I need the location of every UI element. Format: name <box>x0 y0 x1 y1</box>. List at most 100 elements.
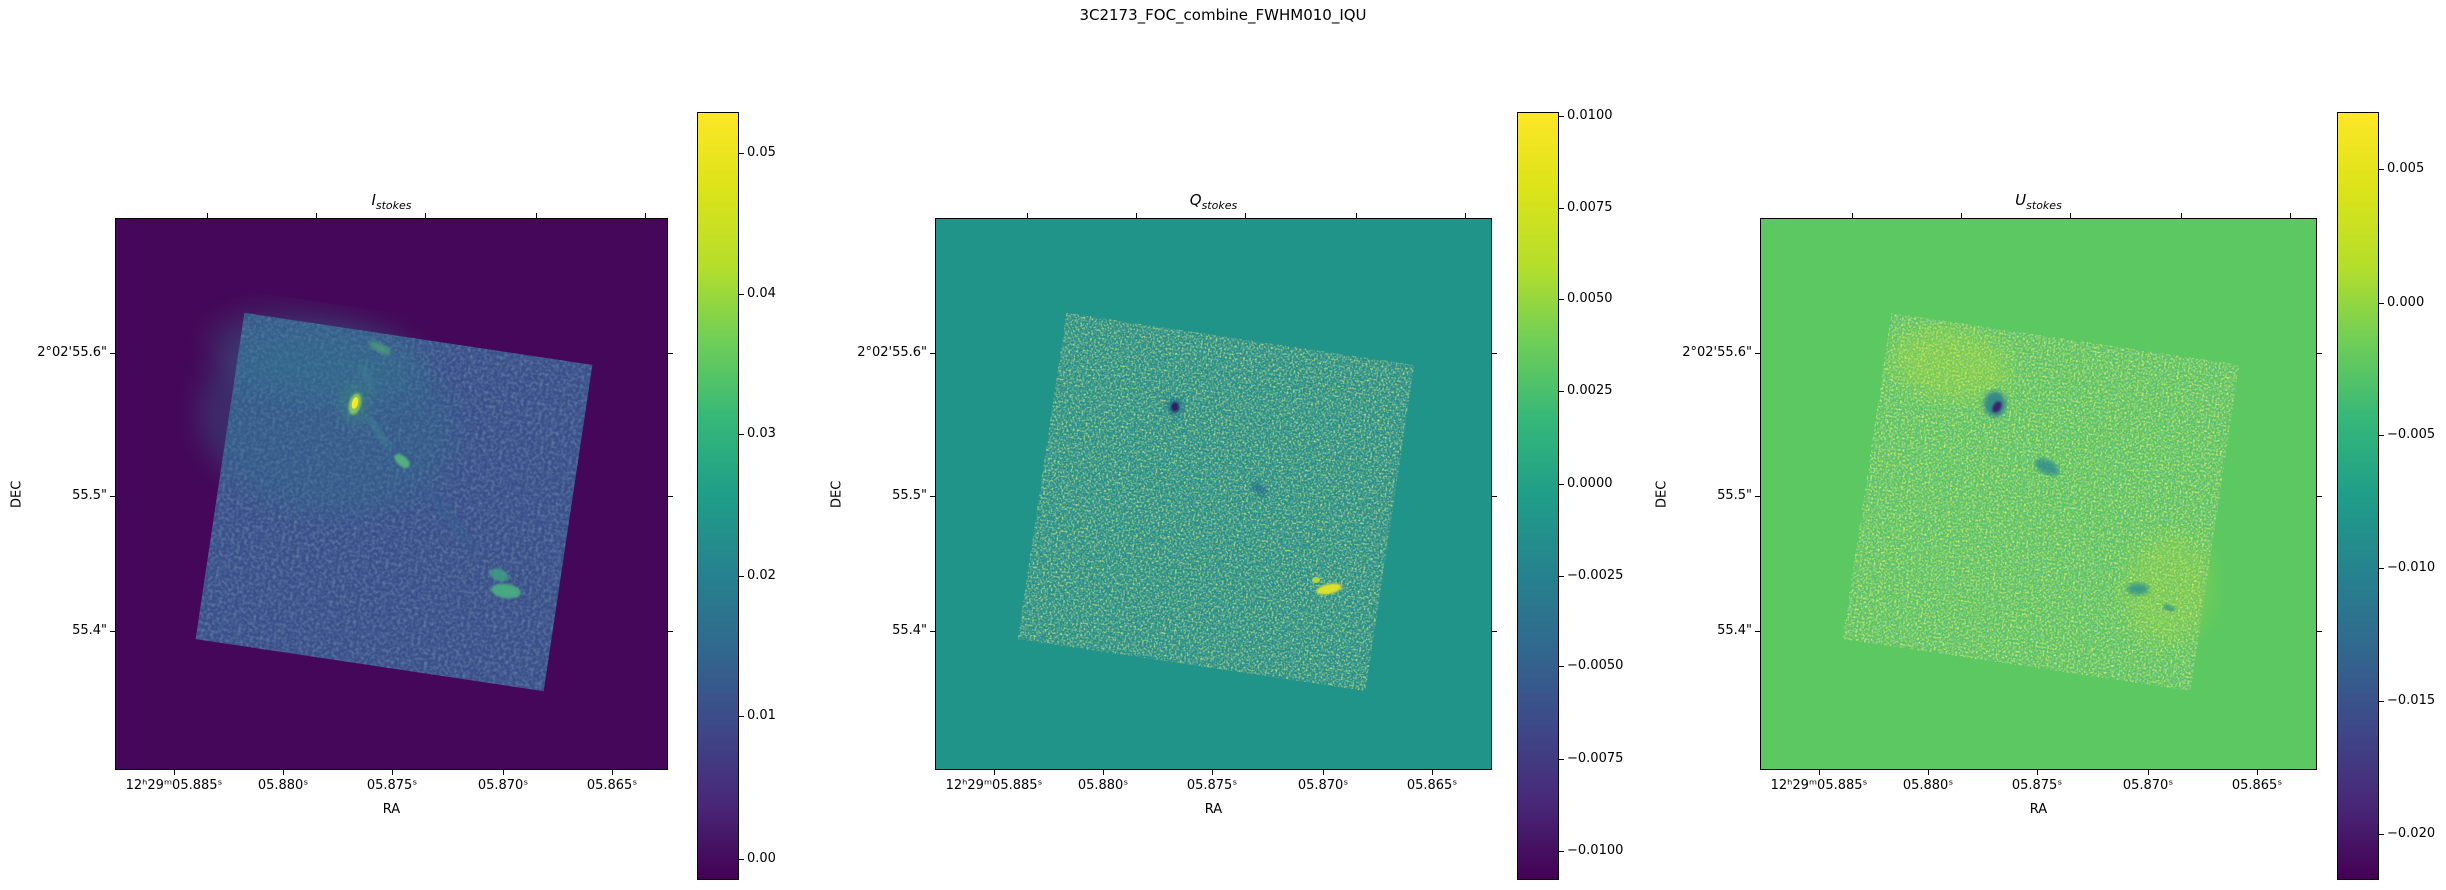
detector-footprint <box>1842 312 2240 692</box>
y-tick-label: 55.5" <box>892 488 927 503</box>
colorbar-tick-mark <box>1558 391 1564 392</box>
colorbar-tick-label: −0.0025 <box>1567 568 1624 583</box>
subplot-title-sub: stokes <box>2026 199 2062 212</box>
x-tick-mark <box>612 769 613 775</box>
x-tick-mark <box>2070 213 2071 219</box>
colorbar-tick-label: −0.020 <box>2387 826 2436 841</box>
x-tick-label: 05.875ˢ <box>2011 778 2063 793</box>
colorbar-tick-label: 0.0050 <box>1567 291 1613 306</box>
jet-knot <box>491 583 521 599</box>
x-tick-label: 12ʰ29ᵐ05.885ˢ <box>945 778 1043 793</box>
colorbar-tick-label: 0.00 <box>747 851 776 866</box>
colorbar-tick-mark <box>738 153 744 154</box>
x-tick-mark <box>1323 769 1324 775</box>
x-tick-mark <box>2181 213 2182 219</box>
ra-axis-label: RA <box>2029 802 2048 817</box>
x-tick-label: 05.880ˢ <box>1902 778 1954 793</box>
y-tick-label: 2°02'55.6" <box>37 345 107 360</box>
negative-smudge <box>2163 604 2175 612</box>
x-tick-mark <box>1928 769 1929 775</box>
x-tick-label: 05.865ˢ <box>1406 778 1458 793</box>
detector-footprint <box>1017 312 1415 692</box>
jet-knot <box>394 454 410 468</box>
y-tick-mark <box>1755 496 1761 497</box>
y-tick-label: 55.4" <box>1717 623 1752 638</box>
x-tick-mark <box>503 769 504 775</box>
y-tick-mark <box>1491 496 1497 497</box>
y-tick-mark <box>930 496 936 497</box>
colorbar-tick-label: −0.0050 <box>1567 658 1624 673</box>
x-tick-mark <box>1356 213 1357 219</box>
y-tick-label: 2°02'55.6" <box>1682 345 1752 360</box>
y-tick-mark <box>930 631 936 632</box>
colorbar-tick-mark <box>738 716 744 717</box>
colorbar-tick-mark <box>1558 299 1564 300</box>
colorbar-tick-label: 0.0025 <box>1567 383 1613 398</box>
y-tick-label: 55.4" <box>72 623 107 638</box>
jet-knot-core <box>351 397 359 409</box>
colorbar-tick-mark <box>1558 576 1564 577</box>
x-tick-mark <box>2148 769 2149 775</box>
positive-spot <box>1312 577 1320 583</box>
x-tick-label: 12ʰ29ᵐ05.885ˢ <box>125 778 223 793</box>
figure-title: 3C2173_FOC_combine_FWHM010_IQU <box>1079 6 1367 24</box>
y-tick-mark <box>2316 631 2322 632</box>
x-tick-mark <box>425 213 426 219</box>
dec-axis-label: DEC <box>9 480 25 508</box>
colorbar-u-stokes: 0.005 0.000 −0.005 −0.010 −0.015 −0.020 <box>2337 112 2435 880</box>
colorbar-tick-mark <box>1558 851 1564 852</box>
y-tick-mark <box>667 353 673 354</box>
image-q-stokes <box>936 219 1491 769</box>
colorbar-tick-mark <box>1558 666 1564 667</box>
subplot-title-sub: stokes <box>1201 199 1238 212</box>
negative-blob <box>1992 401 2002 413</box>
y-tick-mark <box>667 631 673 632</box>
y-tick-label: 2°02'55.6" <box>857 345 927 360</box>
image-u-stokes <box>1761 219 2316 769</box>
x-tick-label: 05.865ˢ <box>2231 778 2283 793</box>
q-features <box>1166 398 1342 595</box>
ra-axis-label: RA <box>1204 802 1223 817</box>
colorbar-i-stokes: 0.05 0.04 0.03 0.02 0.01 0.00 <box>697 112 776 880</box>
colorbar-tick-label: 0.04 <box>747 286 776 301</box>
colorbar-tick-label: 0.03 <box>747 426 776 441</box>
negative-smudge <box>2034 458 2060 476</box>
x-tick-mark <box>1961 213 1962 219</box>
negative-spot <box>1171 402 1179 412</box>
x-tick-mark <box>994 769 995 775</box>
y-tick-mark <box>1755 353 1761 354</box>
x-tick-label: 05.865ˢ <box>586 778 638 793</box>
positive-streak <box>1316 583 1342 595</box>
colorbar-tick-label: 0.01 <box>747 708 776 723</box>
colorbar-tick-label: −0.015 <box>2387 693 2436 708</box>
subplot-title: Ustokes <box>1761 191 2316 212</box>
x-tick-mark <box>645 213 646 219</box>
colorbar-tick-label: 0.05 <box>747 145 776 160</box>
x-tick-mark <box>283 769 284 775</box>
x-tick-label: 12ʰ29ᵐ05.885ˢ <box>1770 778 1868 793</box>
subplot-title-base: I <box>371 191 376 209</box>
jet-streak <box>366 415 390 449</box>
negative-smudge <box>1251 482 1267 496</box>
colorbar-tick-mark <box>738 859 744 860</box>
y-tick-mark <box>2316 353 2322 354</box>
subplot-title-sub: stokes <box>375 199 412 212</box>
jet-knot <box>369 341 391 355</box>
colorbar-tick-label: 0.0000 <box>1567 476 1613 491</box>
x-tick-mark <box>1027 213 1028 219</box>
subplot-title: Istokes <box>116 191 667 212</box>
x-tick-mark <box>174 769 175 775</box>
u-features <box>1984 391 2175 612</box>
colorbar-tick-mark <box>2378 701 2384 702</box>
x-tick-mark <box>1103 769 1104 775</box>
colorbar-tick-label: −0.010 <box>2387 560 2436 575</box>
ra-axis-label: RA <box>382 802 401 817</box>
jet-features <box>339 341 521 599</box>
colorbar-tick-mark <box>738 434 744 435</box>
positive-patch <box>2124 534 2215 644</box>
jet-trail <box>424 485 478 553</box>
colorbar-tick-mark <box>738 576 744 577</box>
x-tick-mark <box>1212 769 1213 775</box>
negative-smudge <box>2127 583 2149 595</box>
y-tick-mark <box>1491 631 1497 632</box>
